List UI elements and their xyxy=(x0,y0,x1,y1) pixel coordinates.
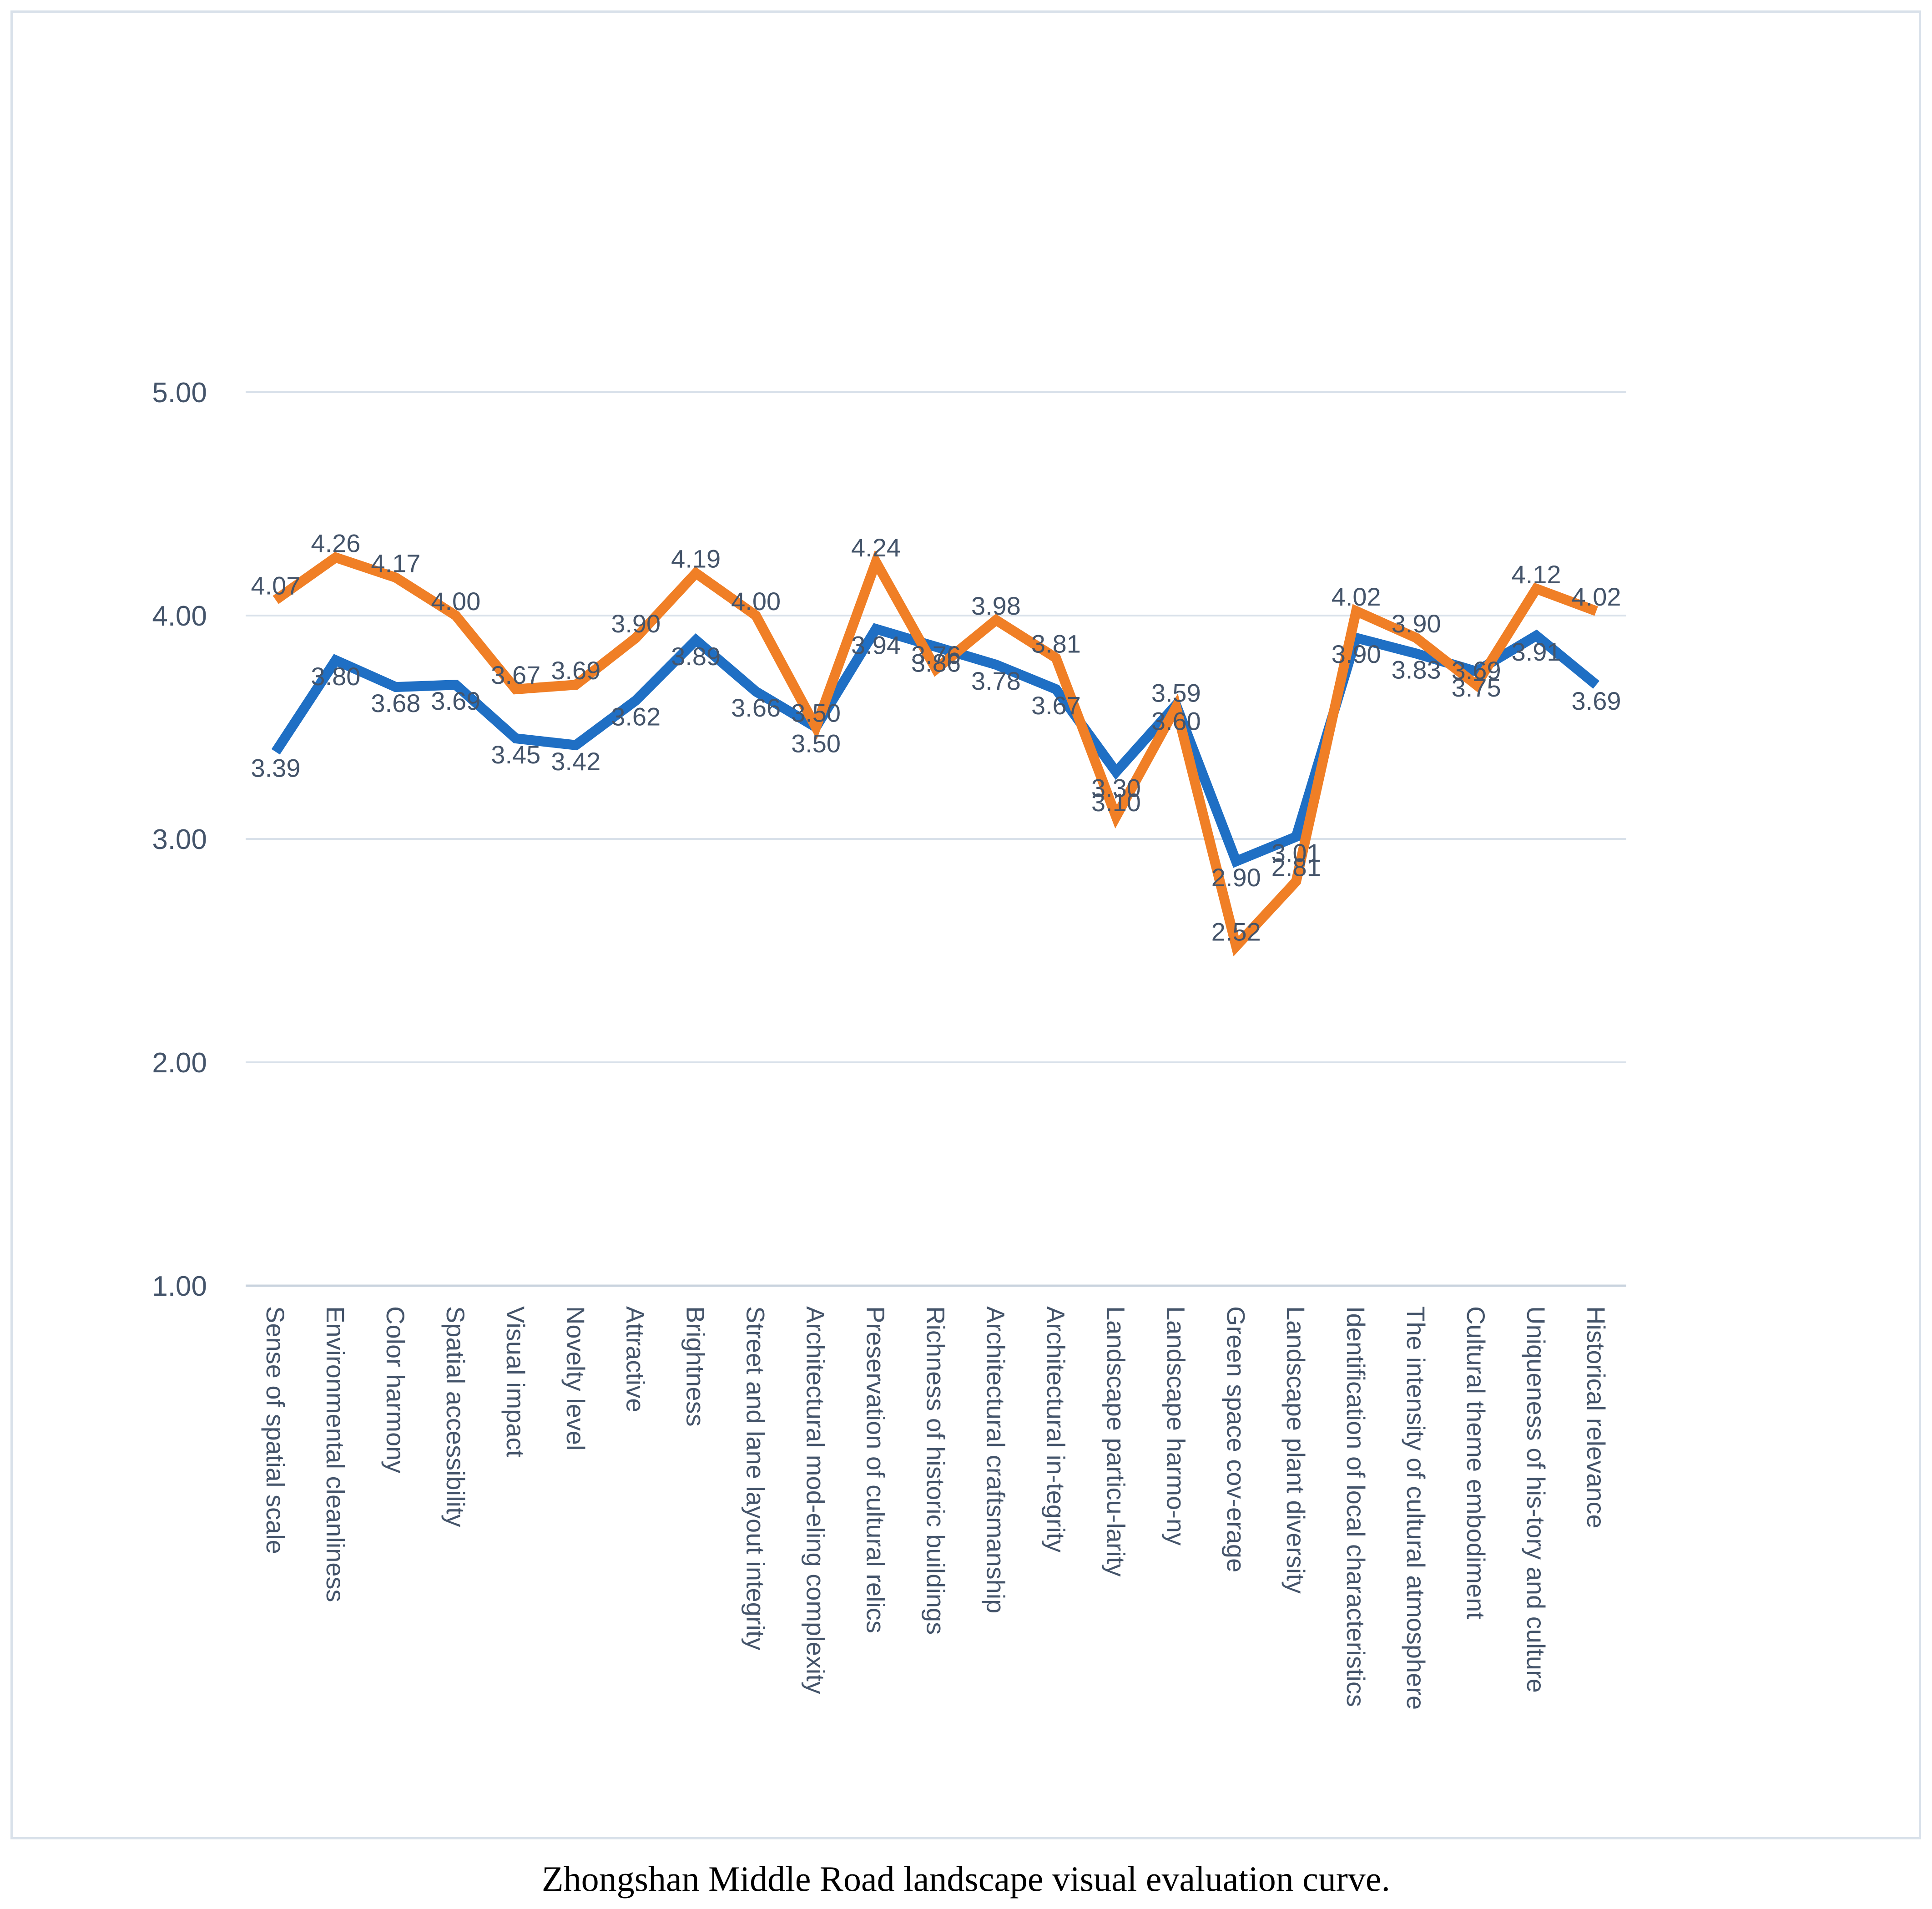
data-label-series-1: 3.89 xyxy=(671,642,721,671)
data-label-series-2: 4.17 xyxy=(371,549,420,578)
data-label-series-2: 4.07 xyxy=(251,571,300,600)
data-label-series-1: 3.30 xyxy=(1091,774,1141,803)
data-label-series-2: 3.90 xyxy=(1392,609,1441,638)
y-tick-label: 3.00 xyxy=(152,824,207,855)
x-category-label: Landscape plant diversity xyxy=(1281,1306,1310,1594)
data-label-series-1: 2.90 xyxy=(1211,863,1261,892)
x-category-label: Brightness xyxy=(681,1306,710,1427)
data-label-series-1: 3.78 xyxy=(971,667,1021,695)
data-label-series-2: 3.69 xyxy=(551,656,600,685)
x-axis-category-labels: Sense of spatial scale Environmental clea… xyxy=(261,1306,1610,1710)
x-category-label: Street and lane layout integrity xyxy=(742,1306,770,1650)
x-category-label: Environmental cleanliness xyxy=(321,1306,350,1602)
data-label-series-1: 3.68 xyxy=(371,689,420,717)
x-category-label: Architectural mod-eling complexity xyxy=(802,1306,830,1694)
x-category-label: Landscape particu-larity xyxy=(1101,1306,1130,1577)
x-category-label: Architectural craftsmanship xyxy=(981,1306,1010,1613)
data-label-series-1: 3.83 xyxy=(1392,655,1441,684)
x-category-label: Uniqueness of his-tory and culture xyxy=(1522,1306,1550,1693)
y-tick-label: 1.00 xyxy=(152,1271,207,1302)
chart-frame xyxy=(10,10,1921,1839)
figure-caption: Zhongshan Middle Road landscape visual e… xyxy=(542,1859,1390,1899)
data-label-series-2: 3.69 xyxy=(1452,656,1501,685)
x-category-label: Spatial accessibility xyxy=(441,1306,470,1527)
data-label-series-2: 4.24 xyxy=(851,533,901,562)
data-label-series-2: 4.00 xyxy=(731,587,781,616)
series-line-1 xyxy=(271,623,1599,868)
x-category-label: Novelty level xyxy=(561,1306,590,1450)
x-category-label: Attractive xyxy=(621,1306,650,1412)
data-label-series-1: 3.75 xyxy=(1452,673,1501,702)
data-label-series-1: 3.66 xyxy=(731,693,781,722)
data-label-series-2: 3.76 xyxy=(911,641,961,669)
data-label-series-2: 3.98 xyxy=(971,591,1021,620)
data-label-series-2: 3.81 xyxy=(1031,629,1081,658)
x-category-label: Visual impact xyxy=(501,1306,530,1457)
y-tick-label: 4.00 xyxy=(152,601,207,632)
x-category-label: Green space cov-erage xyxy=(1221,1306,1250,1572)
x-category-label: Sense of spatial scale xyxy=(261,1306,290,1554)
data-label-series-2: 3.10 xyxy=(1091,788,1141,817)
data-label-series-2: 4.02 xyxy=(1572,582,1621,611)
x-category-label: Historical relevance xyxy=(1582,1306,1610,1529)
data-label-series-1: 3.01 xyxy=(1271,838,1321,867)
x-category-label: Color harmony xyxy=(381,1306,410,1473)
data-label-series-1: 3.94 xyxy=(851,631,901,659)
series-line-2 xyxy=(272,550,1598,957)
data-label-series-2: 4.02 xyxy=(1332,582,1381,611)
data-label-series-1: 3.42 xyxy=(551,747,600,776)
data-label-series-1: 3.60 xyxy=(1151,707,1201,735)
data-label-series-1: 3.80 xyxy=(311,662,360,691)
data-label-series-1: 3.39 xyxy=(251,754,300,783)
y-tick-label: 5.00 xyxy=(152,377,207,409)
data-label-series-1: 3.62 xyxy=(611,702,661,731)
x-category-label: Architectural in-tegrity xyxy=(1041,1306,1070,1553)
data-labels: 3.39 3.80 3.68 3.69 3.45 3.42 3.62 3.89 3.66 3.50… xyxy=(251,529,1621,946)
data-label-series-2: 3.67 xyxy=(491,661,540,689)
x-category-label: Preservation of cultural relics xyxy=(862,1306,890,1633)
x-category-label: Richness of historic buildings xyxy=(922,1306,950,1635)
x-category-label: Identification of local characteristics xyxy=(1342,1306,1370,1707)
data-label-series-1: 3.45 xyxy=(491,740,540,769)
data-label-series-2: 4.26 xyxy=(311,529,360,557)
x-category-label: Cultural theme embodiment xyxy=(1462,1306,1490,1619)
series-lines xyxy=(271,550,1599,957)
data-label-series-2: 3.50 xyxy=(791,699,841,727)
data-label-series-2: 4.00 xyxy=(431,587,480,616)
data-label-series-1: 3.67 xyxy=(1031,691,1081,720)
data-label-series-2: 2.81 xyxy=(1271,853,1321,881)
x-category-label: The intensity of cultural atmosphere xyxy=(1402,1306,1430,1710)
data-label-series-1: 3.69 xyxy=(1572,687,1621,715)
y-tick-label: 2.00 xyxy=(152,1047,207,1079)
data-label-series-1: 3.69 xyxy=(431,687,480,715)
data-label-series-2: 4.19 xyxy=(671,545,721,573)
gridlines xyxy=(246,391,1626,1287)
data-label-series-2: 4.12 xyxy=(1512,560,1561,589)
x-category-label: Landscape harmo-ny xyxy=(1161,1306,1190,1545)
data-label-series-1: 3.86 xyxy=(911,649,961,677)
data-label-series-1: 3.91 xyxy=(1512,637,1561,666)
data-label-series-1: 3.50 xyxy=(791,729,841,758)
data-label-series-1: 3.90 xyxy=(1332,640,1381,668)
data-label-series-2: 3.90 xyxy=(611,609,661,638)
y-axis: 1.00 2.00 3.00 4.00 5.00 xyxy=(152,377,207,1302)
data-label-series-2: 3.59 xyxy=(1151,678,1201,707)
data-label-series-2: 2.52 xyxy=(1211,918,1261,946)
